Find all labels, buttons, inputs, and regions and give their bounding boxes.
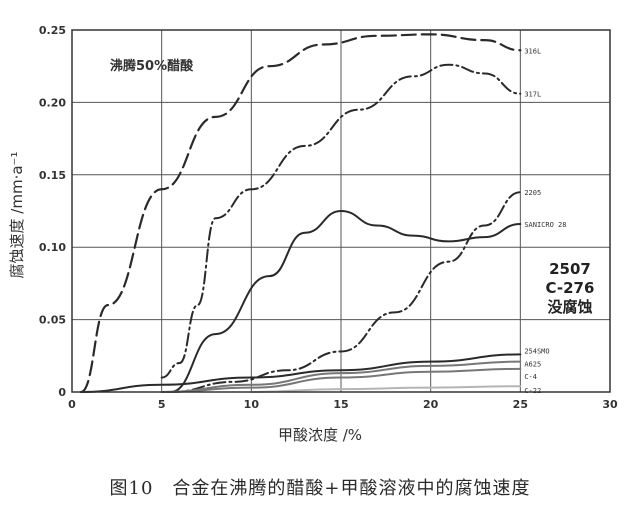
series-label-254smo: 254SMO xyxy=(524,347,549,355)
series-label-a625: A625 xyxy=(524,361,541,369)
y-tick-label: 0.25 xyxy=(39,24,66,37)
series-label-sanicro-28: SANICRO 28 xyxy=(524,221,566,229)
x-tick-label: 25 xyxy=(513,398,528,411)
figure-caption: 图10 合金在沸腾的醋酸+甲酸溶液中的腐蚀速度 xyxy=(109,478,531,499)
y-tick-label: 0.20 xyxy=(39,96,66,109)
chart-series-layer xyxy=(79,33,522,394)
chart-label-layer: 316L 317L SANICRO 28 2205 254SMO A625 C-4 C-22 xyxy=(524,47,566,395)
y-tick-label: 0.15 xyxy=(39,169,66,182)
y-axis-title: 腐蚀速度 /mm·a⁻¹ xyxy=(8,152,26,279)
no-corrosion-note-line-1: 2507 xyxy=(549,260,591,278)
series-line-c-22 xyxy=(250,385,522,393)
no-corrosion-note-line-2: C-276 xyxy=(546,279,595,297)
series-line-sanicro-28 xyxy=(169,209,522,393)
series-line-a625 xyxy=(160,360,522,393)
tick-labels: 0 5 10 15 20 25 30 0 0.05 0.10 0.15 0.20 0.25 xyxy=(39,24,618,411)
no-corrosion-note-line-3: 没腐蚀 xyxy=(547,298,592,316)
series-label-316l: 316L xyxy=(524,47,541,55)
series-line-2205 xyxy=(169,191,522,393)
series-line-317l xyxy=(160,63,522,379)
series-label-2205: 2205 xyxy=(524,189,541,197)
series-label-317l: 317L xyxy=(524,91,541,99)
plot-frame xyxy=(71,29,611,393)
x-tick-label: 0 xyxy=(68,398,76,411)
series-line-c-4 xyxy=(160,367,522,393)
series-label-c-4: C-4 xyxy=(524,373,537,381)
chart-grid xyxy=(72,30,610,392)
x-tick-label: 20 xyxy=(423,398,439,411)
series-line-316l xyxy=(79,33,522,394)
x-tick-label: 15 xyxy=(333,398,348,411)
y-tick-label: 0 xyxy=(58,386,66,399)
y-tick-label: 0.05 xyxy=(39,314,66,327)
x-tick-label: 30 xyxy=(602,398,618,411)
x-tick-label: 5 xyxy=(158,398,166,411)
x-axis-title: 甲酸浓度 /% xyxy=(278,426,362,444)
y-tick-label: 0.10 xyxy=(39,241,66,254)
series-line-254smo xyxy=(79,353,522,393)
series-label-c-22: C-22 xyxy=(524,387,541,395)
x-tick-label: 10 xyxy=(244,398,260,411)
chart-annotation-title: 沸腾50%醋酸 xyxy=(110,58,194,74)
